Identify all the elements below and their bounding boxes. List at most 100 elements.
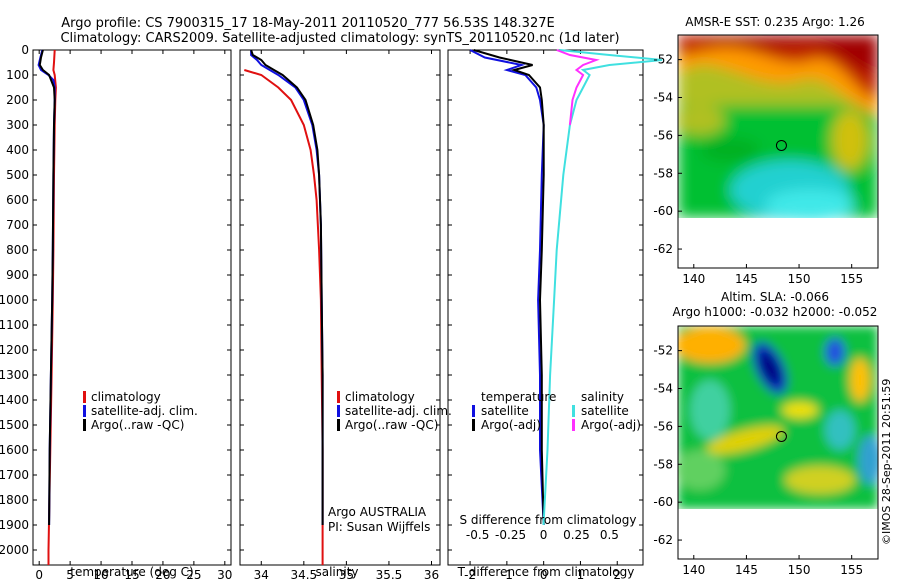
depth-tick-label: 100 bbox=[6, 68, 29, 82]
map-lat-label: -58 bbox=[653, 166, 673, 180]
s-difference-label: S difference from climatology bbox=[460, 513, 637, 527]
map-lat-label: -60 bbox=[653, 495, 673, 509]
map-lat-label: -58 bbox=[653, 457, 673, 471]
map-lat-label: -60 bbox=[653, 204, 673, 218]
s-diff-tick-label: 0.5 bbox=[600, 528, 619, 542]
sla-map-panel: Altim. SLA: -0.066 Argo h1000: -0.032 h2… bbox=[653, 290, 879, 577]
series-line-satellite bbox=[469, 49, 545, 526]
annotation-pi: PI: Susan Wijffels bbox=[328, 520, 430, 534]
depth-tick-label: 1200 bbox=[0, 343, 29, 357]
x-tick-label: 34.5 bbox=[290, 568, 317, 580]
series-line-argo-raw-qc bbox=[38, 49, 56, 526]
map-lon-label: 145 bbox=[735, 563, 758, 577]
series-line-salinity-argo-adj bbox=[556, 49, 600, 126]
depth-tick-label: 700 bbox=[6, 218, 29, 232]
depth-tick-label: 1500 bbox=[0, 418, 29, 432]
legend-swatch-climatology bbox=[83, 391, 86, 403]
legend-argo: Argo(..raw -QC) bbox=[345, 418, 438, 432]
depth-tick-label: 1000 bbox=[0, 293, 29, 307]
legend-climatology: climatology bbox=[345, 390, 415, 404]
imos-watermark: ©IMOS 28-Sep-2011 20:51:59 bbox=[880, 379, 893, 545]
map-lat-label: -54 bbox=[653, 91, 673, 105]
salinity-series bbox=[244, 49, 324, 565]
depth-tick-label: 1800 bbox=[0, 493, 29, 507]
x-tick-label: 0 bbox=[35, 568, 43, 580]
map-lon-label: 155 bbox=[840, 563, 863, 577]
depth-tick-label: 1300 bbox=[0, 368, 29, 382]
sst-map-panel: AMSR-E SST: 0.235 Argo: 1.26 140 145 150 15… bbox=[653, 15, 879, 286]
chart-title-line2: Climatology: CARS2009. Satellite-adjuste… bbox=[60, 31, 619, 46]
sla-map-frame bbox=[677, 325, 879, 560]
x-tick-label: 20 bbox=[155, 568, 170, 580]
depth-tick-label: 600 bbox=[6, 193, 29, 207]
legend-satellite: satellite-adj. clim. bbox=[345, 404, 452, 418]
difference-depth-ticks bbox=[448, 49, 643, 551]
legend-s-satellite: satellite bbox=[581, 404, 629, 418]
depth-tick-label: 800 bbox=[6, 243, 29, 257]
map-lon-label: 155 bbox=[840, 272, 863, 286]
difference-legend: temperature satellite Argo(-adj) salinit… bbox=[472, 390, 641, 432]
depth-tick-label: 300 bbox=[6, 118, 29, 132]
map-lon-label: 140 bbox=[682, 272, 705, 286]
x-tick-label: 5 bbox=[66, 568, 74, 580]
map-lat-label: -62 bbox=[653, 242, 673, 256]
x-tick-label: 10 bbox=[93, 568, 108, 580]
map-lon-label: 145 bbox=[735, 272, 758, 286]
depth-tick-label: 1600 bbox=[0, 443, 29, 457]
sst-map-frame bbox=[677, 34, 879, 269]
legend-swatch-satellite bbox=[337, 405, 340, 417]
x-tick-label: 30 bbox=[217, 568, 232, 580]
map-lat-label: -62 bbox=[653, 533, 673, 547]
depth-tick-label: 1400 bbox=[0, 393, 29, 407]
s-diff-tick-label: 0.25 bbox=[563, 528, 590, 542]
map-lat-label: -52 bbox=[653, 344, 673, 358]
legend-t-argo: Argo(-adj) bbox=[481, 418, 541, 432]
salinity-plot-frame bbox=[239, 49, 441, 566]
x-tick-label: -2 bbox=[464, 568, 476, 580]
series-line-salinity-satellite bbox=[542, 49, 663, 526]
x-tick-label: 15 bbox=[124, 568, 139, 580]
legend-t-satellite: satellite bbox=[481, 404, 529, 418]
s-diff-tick-label: 0 bbox=[540, 528, 548, 542]
temperature-panel: 0100200300400500600700800900100011001200… bbox=[0, 43, 232, 580]
s-diff-tick-label: -0.25 bbox=[495, 528, 526, 542]
depth-tick-label: 2000 bbox=[0, 543, 29, 557]
map-lat-label: -56 bbox=[653, 419, 673, 433]
difference-series bbox=[469, 49, 663, 526]
temperature-series bbox=[37, 49, 57, 565]
depth-tick-label: 400 bbox=[6, 143, 29, 157]
difference-x-axis: -2 -1 0 1 2 bbox=[464, 50, 621, 580]
salinity-x-label: salinity bbox=[315, 565, 358, 579]
x-tick-label: 2 bbox=[613, 568, 621, 580]
s-difference-ticks: -0.5 -0.25 0 0.25 0.5 bbox=[466, 528, 619, 542]
argo-location-marker bbox=[775, 430, 787, 442]
sla-no-data-area bbox=[678, 509, 878, 559]
series-line-climatology bbox=[244, 69, 324, 565]
salinity-depth-ticks bbox=[240, 49, 440, 551]
x-tick-label: 1 bbox=[577, 568, 585, 580]
argo-location-marker bbox=[775, 139, 787, 151]
depth-tick-label: 200 bbox=[6, 93, 29, 107]
x-tick-label: 34 bbox=[254, 568, 269, 580]
x-tick-label: 35.5 bbox=[376, 568, 403, 580]
map-lon-label: 150 bbox=[788, 563, 811, 577]
t-difference-x-label: T difference from climatology bbox=[457, 565, 635, 579]
salinity-panel: 34 34.5 35 35.5 36 salinity climatology sate… bbox=[239, 49, 452, 580]
x-tick-label: 35 bbox=[339, 568, 354, 580]
temperature-x-axis: 0 5 10 15 20 25 30 bbox=[35, 50, 232, 580]
s-diff-tick-label: -0.5 bbox=[466, 528, 489, 542]
salinity-x-axis: 34 34.5 35 35.5 36 bbox=[254, 50, 439, 580]
x-tick-label: -1 bbox=[501, 568, 513, 580]
legend-swatch-s-satellite bbox=[572, 405, 575, 417]
sla-map-title: Altim. SLA: -0.066 bbox=[721, 290, 829, 304]
sla-heatmap bbox=[678, 326, 878, 509]
sla-map-subtitle: Argo h1000: -0.032 h2000: -0.052 bbox=[673, 305, 878, 319]
series-line-argo-raw-qc bbox=[250, 49, 324, 525]
sst-heatmap bbox=[678, 35, 878, 218]
map-lat-label: -56 bbox=[653, 128, 673, 142]
legend-temperature-heading: temperature bbox=[481, 390, 556, 404]
map-lon-label: 140 bbox=[682, 563, 705, 577]
legend-swatch-s-argo bbox=[572, 419, 575, 431]
x-tick-label: 0 bbox=[540, 568, 548, 580]
salinity-legend: climatology satellite-adj. clim. Argo(..… bbox=[337, 390, 452, 432]
